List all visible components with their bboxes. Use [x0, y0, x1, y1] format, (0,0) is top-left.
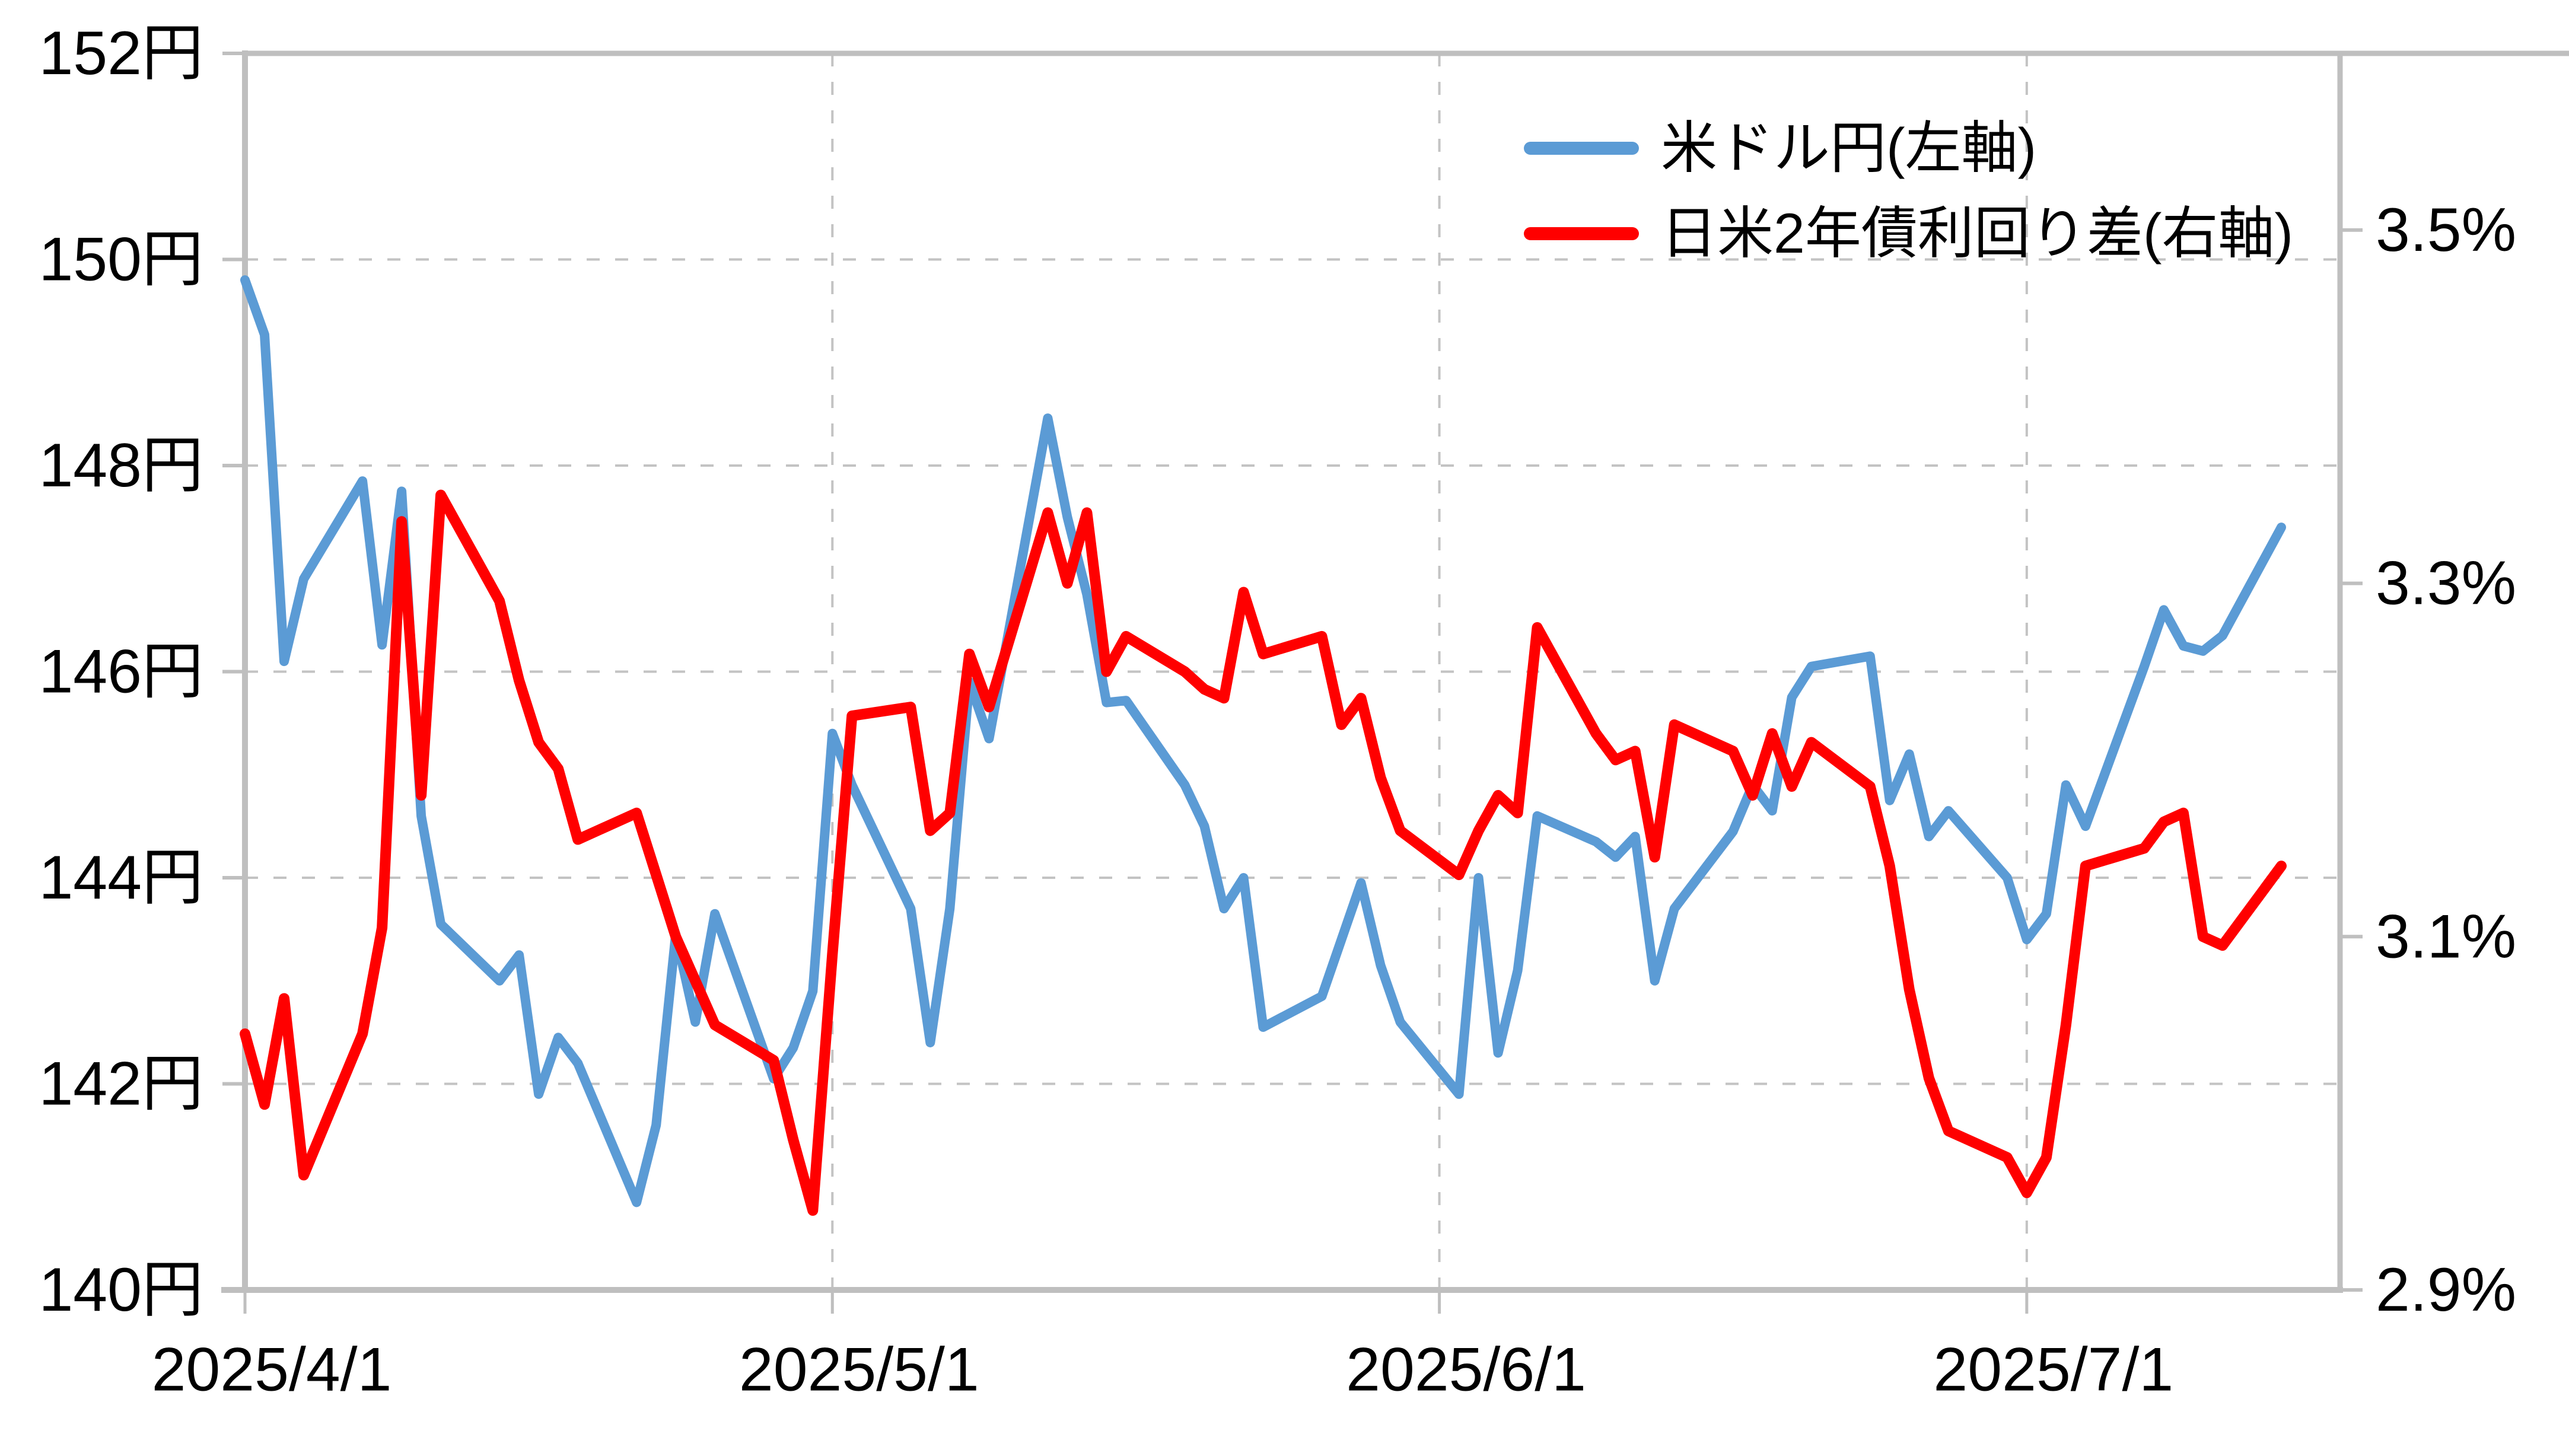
left-axis-labels: 152円 150円 148円 146円 144円 142円 140円	[39, 19, 203, 1324]
legend-label-yield-spread: 日米2年債利回り差(右軸)	[1661, 202, 2293, 265]
right-axis-labels: 3.5% 3.3% 3.1% 2.9%	[2376, 196, 2516, 1324]
series-line-usdjpy	[240, 275, 2286, 1208]
left-axis-tick-label: 148円	[39, 431, 203, 500]
left-axis-tick-label: 140円	[39, 1256, 203, 1324]
legend: 米ドル円(左軸) 日米2年債利回り差(右軸)	[1524, 117, 2293, 265]
legend-label-usdjpy: 米ドル円(左軸)	[1661, 117, 2036, 180]
left-axis-tick-label: 142円	[39, 1050, 203, 1119]
series-line-yield-spread	[240, 489, 2287, 1216]
x-axis-labels: 2025/4/1 2025/5/1 2025/6/1 2025/7/1	[152, 1335, 2174, 1404]
x-axis-tick-label: 2025/5/1	[739, 1335, 979, 1404]
series-lines	[240, 275, 2287, 1216]
left-axis-tick-label: 152円	[39, 19, 203, 88]
x-axis-tick-label: 2025/7/1	[1933, 1335, 2173, 1404]
gridlines	[245, 53, 2340, 1314]
right-axis-tick-label: 3.3%	[2376, 549, 2516, 618]
x-axis-tick-label: 2025/6/1	[1346, 1335, 1586, 1404]
axis-ticks	[222, 52, 2363, 1314]
right-axis-tick-label: 3.5%	[2376, 196, 2516, 265]
left-axis-tick-label: 144円	[39, 843, 203, 912]
left-axis-tick-label: 150円	[39, 225, 203, 294]
x-axis-tick-label: 2025/4/1	[152, 1335, 392, 1404]
left-axis-tick-label: 146円	[39, 638, 203, 706]
right-axis-tick-label: 3.1%	[2376, 902, 2516, 971]
right-axis-tick-label: 2.9%	[2376, 1256, 2516, 1324]
